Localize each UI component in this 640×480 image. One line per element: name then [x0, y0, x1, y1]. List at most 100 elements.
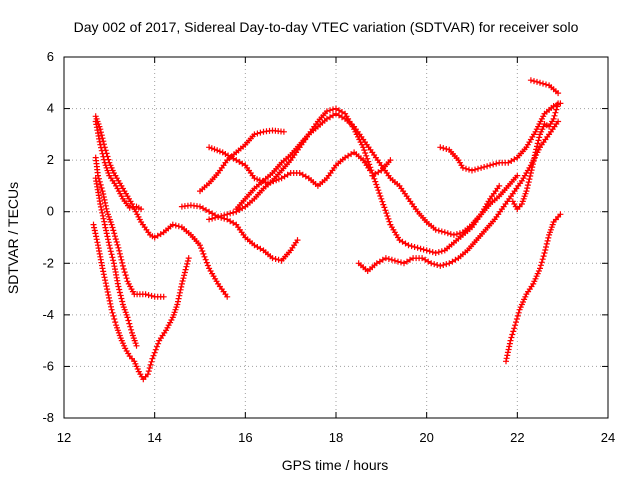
data-point: [440, 145, 447, 152]
data-point: [377, 193, 384, 199]
data-point: [145, 292, 152, 299]
x-axis-label: GPS time / hours: [282, 457, 389, 473]
data-point: [108, 306, 115, 313]
data-point: [327, 107, 333, 114]
data-point: [540, 253, 547, 260]
data-point: [148, 292, 155, 299]
data-point: [116, 250, 123, 257]
data-point: [117, 253, 124, 260]
data-point: [119, 259, 126, 266]
series-arc-8: [206, 144, 373, 189]
data-point: [99, 188, 106, 195]
data-point: [181, 272, 188, 279]
data-point: [183, 263, 190, 270]
data-point: [443, 261, 450, 268]
data-point: [382, 207, 389, 214]
data-point: [508, 334, 515, 341]
data-point: [120, 266, 127, 272]
data-point: [423, 247, 430, 254]
data-point: [184, 260, 191, 267]
data-point: [432, 226, 439, 233]
data-point: [100, 271, 107, 278]
data-point: [543, 81, 549, 88]
series-arc-6: [178, 202, 301, 264]
data-point: [378, 195, 385, 202]
data-point: [284, 171, 291, 178]
data-point: [531, 152, 538, 159]
data-point: [176, 289, 183, 296]
data-point: [103, 230, 110, 237]
data-point: [435, 249, 442, 256]
data-point: [99, 209, 106, 216]
data-point: [169, 221, 176, 228]
data-point: [227, 210, 234, 217]
data-point: [119, 262, 126, 269]
data-point: [437, 144, 444, 151]
data-point: [385, 256, 392, 262]
data-point: [116, 247, 123, 254]
x-tick-label: 20: [419, 430, 433, 445]
data-point: [122, 272, 129, 279]
data-point: [364, 155, 371, 162]
data-point: [374, 184, 381, 191]
data-point: [199, 248, 206, 254]
data-point: [145, 368, 152, 375]
y-tick-label: -8: [42, 410, 54, 425]
data-point: [103, 283, 110, 290]
series-arc-13: [509, 100, 562, 213]
data-point: [97, 203, 104, 210]
data-point: [417, 245, 424, 252]
x-tick-label: 24: [601, 430, 615, 445]
data-point: [429, 249, 436, 256]
data-point: [102, 199, 109, 206]
data-point: [178, 280, 185, 287]
data-point: [153, 343, 160, 350]
data-point: [456, 230, 463, 237]
data-point: [411, 244, 418, 250]
data-point: [414, 244, 421, 251]
data-point: [100, 194, 107, 200]
data-point: [100, 191, 107, 197]
data-point: [524, 182, 531, 189]
data-point: [160, 293, 167, 300]
data-point: [151, 349, 158, 356]
data-point: [453, 231, 460, 238]
x-tick-label: 12: [57, 430, 71, 445]
data-point: [540, 113, 547, 120]
data-point: [514, 312, 521, 319]
data-point: [540, 80, 546, 87]
data-point: [204, 262, 211, 269]
data-point: [212, 214, 219, 221]
data-point: [257, 129, 264, 136]
data-point: [503, 355, 510, 362]
data-point: [185, 255, 192, 262]
data-point: [182, 266, 189, 273]
data-point: [368, 167, 375, 174]
data-point: [531, 78, 537, 85]
series-arc-4: [92, 175, 140, 349]
data-point: [106, 242, 113, 249]
data-point: [538, 259, 545, 266]
data-point: [512, 322, 519, 329]
data-point: [419, 255, 426, 262]
series-arc-14: [527, 77, 562, 97]
data-point: [366, 161, 373, 168]
data-point: [444, 230, 451, 237]
data-point: [362, 150, 369, 156]
data-point: [532, 149, 539, 156]
data-point: [97, 126, 104, 133]
data-point: [99, 150, 106, 157]
data-point: [155, 340, 162, 347]
data-point: [533, 146, 540, 153]
data-point: [105, 236, 111, 243]
data-point: [529, 164, 536, 171]
data-point: [330, 106, 336, 113]
data-point: [119, 298, 126, 305]
data-point: [513, 316, 520, 322]
data-point: [504, 349, 511, 356]
data-point: [296, 170, 303, 176]
data-point: [379, 256, 386, 263]
data-point: [113, 274, 120, 281]
